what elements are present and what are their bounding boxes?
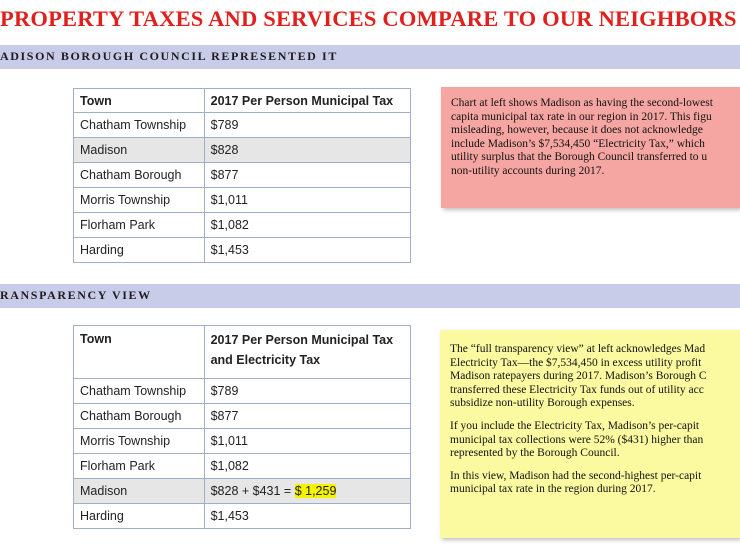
- note-line: subsidize non-utility Borough expenses.: [450, 397, 635, 410]
- table-row: Chatham Borough $877: [73, 162, 412, 188]
- town-cell: Chatham Township: [73, 112, 205, 138]
- town-cell: Florham Park: [73, 453, 205, 479]
- town-cell: Harding: [73, 503, 205, 529]
- note-line: Electricity Tax—the $7,534,450 in excess…: [450, 356, 702, 369]
- tax-cell: $877: [203, 162, 412, 188]
- column-header-tax-line2: and Electricity Tax: [210, 353, 321, 367]
- tax-cell: $1,011: [203, 187, 412, 213]
- tax-cell: $1,011: [203, 428, 412, 454]
- town-cell: Madison: [73, 137, 205, 163]
- table-row: Morris Township $1,011: [73, 428, 412, 454]
- tax-cell: $828: [203, 137, 412, 163]
- note-line: include Madison’s $7,534,450 “Electricit…: [451, 137, 705, 150]
- column-header-tax: 2017 Per Person Municipal Tax: [203, 88, 412, 113]
- note-line: misleading, however, because it does not…: [451, 124, 703, 137]
- section-1-heading: ADISON BOROUGH COUNCIL REPRESENTED IT: [0, 49, 338, 63]
- town-cell: Florham Park: [73, 212, 205, 238]
- note-line: utility surplus that the Borough Council…: [451, 151, 708, 164]
- tax-cell: $1,453: [203, 237, 412, 263]
- table-row: Chatham Township $789: [73, 378, 412, 404]
- tax-cell: $789: [203, 378, 412, 404]
- section-2-heading: RANSPARENCY VIEW: [0, 288, 152, 302]
- table-header-row: Town 2017 Per Person Municipal Tax: [73, 88, 412, 113]
- municipal-tax-table: Town 2017 Per Person Municipal Tax Chath…: [73, 88, 412, 263]
- column-header-tax-line1: 2017 Per Person Municipal Tax: [210, 333, 394, 347]
- town-cell: Morris Township: [73, 428, 205, 454]
- town-cell: Harding: [73, 237, 205, 263]
- table-row: Chatham Township $789: [73, 112, 412, 138]
- table-header-row: Town 2017 Per Person Municipal Tax and E…: [73, 325, 412, 379]
- note-line: transferred these Electricity Tax funds …: [450, 383, 704, 396]
- note-line: Chart at left shows Madison as having th…: [451, 97, 713, 109]
- note-line: In this view, Madison had the second-hig…: [450, 469, 702, 482]
- town-cell: Chatham Township: [73, 378, 205, 404]
- table-row: Morris Township $1,011: [73, 187, 412, 213]
- tax-cell: $789: [203, 112, 412, 138]
- note-line: Madison ratepayers during 2017. Madison’…: [450, 370, 707, 383]
- note-paragraph: The “full transparency view” at left ack…: [450, 343, 740, 411]
- note-line: capita municipal tax rate in our region …: [451, 110, 712, 123]
- table-row: Harding $1,453: [73, 237, 412, 263]
- column-header-town: Town: [73, 325, 205, 379]
- table-row: Madison $828 + $431 = $ 1,259: [73, 478, 412, 504]
- town-cell: Madison: [73, 478, 205, 504]
- note-line: municipal tax collections were 52% ($431…: [450, 433, 704, 446]
- table-row: Harding $1,453: [73, 503, 412, 529]
- table-row: Florham Park $1,082: [73, 453, 412, 479]
- table-row: Chatham Borough $877: [73, 403, 412, 429]
- yellow-note: The “full transparency view” at left ack…: [440, 330, 740, 538]
- tax-formula: $828 + $431 =: [210, 484, 295, 498]
- note-line: If you include the Electricity Tax, Madi…: [450, 419, 700, 432]
- tax-cell: $828 + $431 = $ 1,259: [203, 478, 412, 504]
- pink-note: Chart at left shows Madison as having th…: [441, 87, 740, 208]
- table-row: Florham Park $1,082: [73, 212, 412, 238]
- town-cell: Morris Township: [73, 187, 205, 213]
- page-title: PROPERTY TAXES AND SERVICES COMPARE TO O…: [0, 6, 737, 31]
- tax-cell: $1,453: [203, 503, 412, 529]
- note-line: The “full transparency view” at left ack…: [450, 343, 706, 355]
- note-paragraph: In this view, Madison had the second-hig…: [450, 470, 740, 497]
- note-line: non-utility accounts during 2017.: [451, 164, 605, 177]
- transparency-tax-table: Town 2017 Per Person Municipal Tax and E…: [73, 325, 412, 529]
- column-header-tax: 2017 Per Person Municipal Tax and Electr…: [203, 325, 412, 379]
- town-cell: Chatham Borough: [73, 162, 205, 188]
- tax-cell: $877: [203, 403, 412, 429]
- tax-cell: $1,082: [203, 212, 412, 238]
- highlighted-total: $ 1,259: [294, 484, 337, 498]
- note-paragraph: If you include the Electricity Tax, Madi…: [450, 420, 740, 461]
- column-header-town: Town: [73, 88, 205, 113]
- section-2-banner: RANSPARENCY VIEW: [0, 284, 740, 308]
- section-1-banner: ADISON BOROUGH COUNCIL REPRESENTED IT: [0, 45, 740, 69]
- note-line: municipal tax rate in the region during …: [450, 483, 656, 496]
- table-row: Madison $828: [73, 137, 412, 163]
- tax-cell: $1,082: [203, 453, 412, 479]
- note-line: represented by the Borough Council.: [450, 447, 620, 460]
- town-cell: Chatham Borough: [73, 403, 205, 429]
